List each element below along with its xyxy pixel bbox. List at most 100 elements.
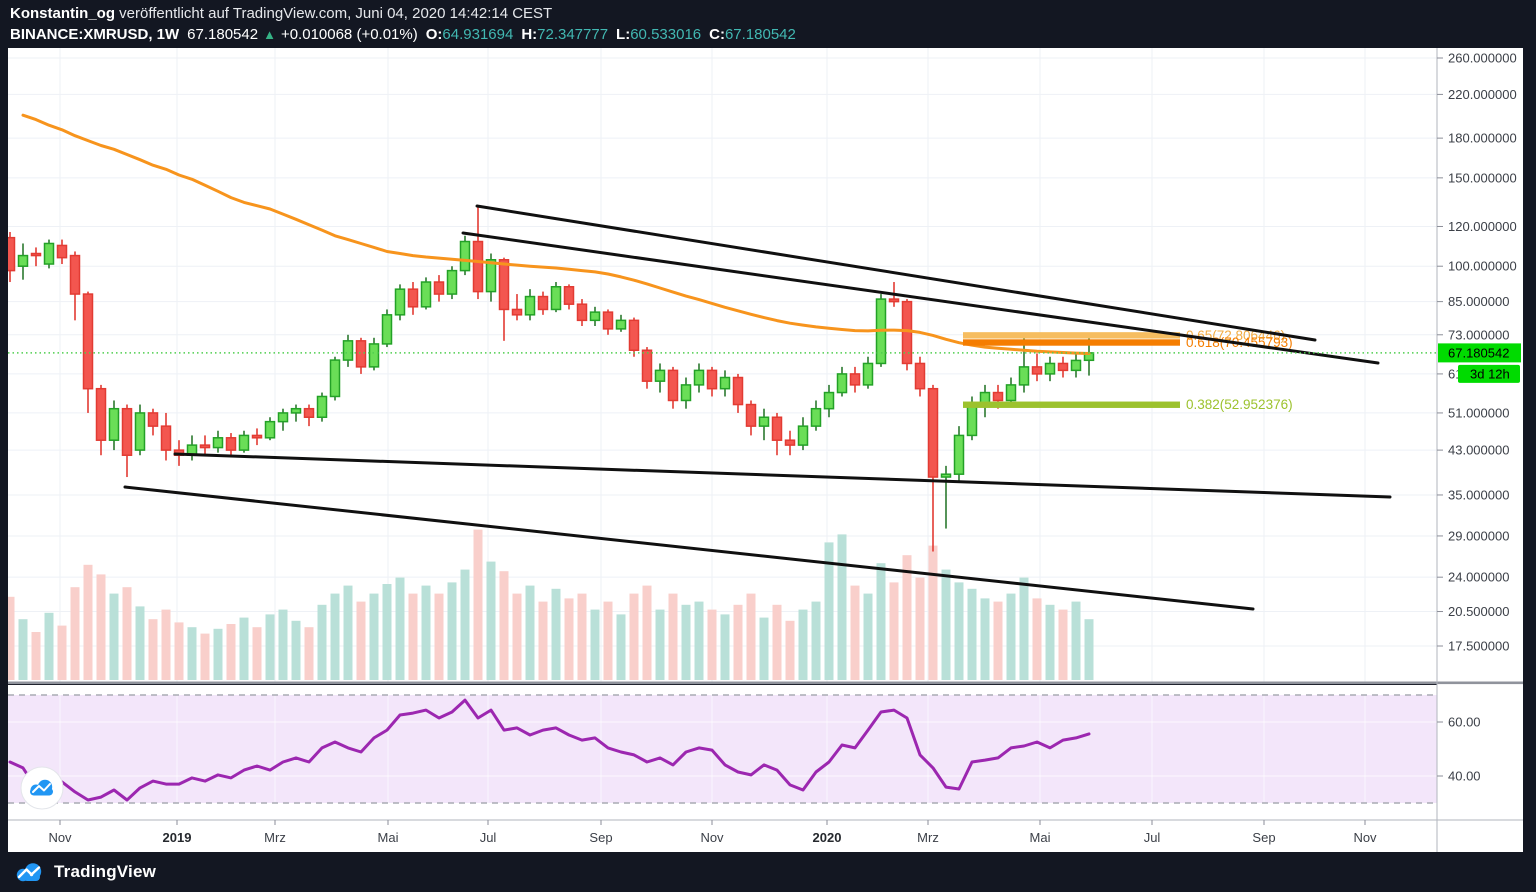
pane-separator[interactable] [8, 681, 1523, 685]
fib-band[interactable] [963, 339, 1180, 346]
fib-band[interactable] [963, 332, 1180, 339]
volume-bar [525, 585, 535, 680]
candle-up [368, 343, 380, 368]
volume-bar [902, 555, 912, 680]
time-axis-label: Sep [589, 830, 612, 845]
main-price-pane[interactable] [8, 48, 1437, 682]
candle-down [30, 252, 42, 257]
volume-bar [1071, 601, 1081, 680]
volume-bar [577, 593, 587, 680]
price-axis-pane[interactable] [1437, 48, 1523, 820]
candle-down [69, 254, 81, 295]
tradingview-brand[interactable]: TradingView [54, 862, 157, 881]
candle-down [95, 387, 107, 441]
candle-down [602, 311, 614, 330]
current-price-label-bg [1438, 343, 1521, 363]
time-axis-label: Mai [378, 830, 399, 845]
volume-bar [941, 569, 951, 680]
candle-up [238, 434, 250, 451]
time-axis-label: Jul [1144, 830, 1161, 845]
price-axis-label: 85.000000 [1448, 294, 1509, 309]
volume-bar [811, 601, 821, 680]
candle-down [498, 259, 510, 311]
candle-up [615, 319, 627, 330]
volume-bar [161, 609, 171, 680]
volume-bar [382, 584, 392, 680]
volume-bar [590, 609, 600, 680]
volume-bar [603, 601, 613, 680]
volume-bar [96, 574, 106, 680]
trendline[interactable] [123, 485, 1255, 611]
time-axis-label: 2020 [813, 830, 842, 845]
high-label: H: [521, 26, 538, 43]
candle-down [641, 349, 653, 382]
symbol-title[interactable]: BINANCE:XMRUSD, 1W [10, 26, 180, 43]
volume-bar [278, 609, 288, 680]
candle-up [290, 407, 302, 414]
volume-bar [746, 593, 756, 680]
candle-up [862, 362, 874, 386]
time-axis-label: Nov [1353, 830, 1377, 845]
time-axis-pane[interactable] [8, 820, 1523, 852]
candle-up [446, 269, 458, 295]
volume-bar [343, 585, 353, 680]
volume-bar [1032, 598, 1042, 680]
price-axis-label: 260.000000 [1448, 51, 1517, 66]
trendline[interactable] [475, 204, 1317, 342]
volume-bar [733, 604, 743, 680]
volume-bar [772, 604, 782, 680]
candle-up [264, 420, 276, 439]
volume-bar [720, 614, 730, 680]
candle-down [745, 403, 757, 427]
candle-down [563, 286, 575, 305]
candle-up [17, 254, 29, 267]
candle-up [940, 473, 952, 478]
time-axis-label: Mrz [264, 830, 286, 845]
candle-down [992, 391, 1004, 402]
candle-up [810, 407, 822, 427]
volume-bar [434, 593, 444, 680]
volume-bar [57, 625, 67, 680]
time-axis-label: Nov [48, 830, 72, 845]
candle-down [849, 373, 861, 386]
trendline[interactable] [173, 452, 1392, 499]
candle-up [212, 437, 224, 449]
candle-down [472, 240, 484, 293]
volume-bar [642, 585, 652, 680]
candle-up [1044, 362, 1056, 375]
candle-up [108, 407, 120, 441]
volume-bar [564, 598, 574, 680]
time-axis-label: Mai [1030, 830, 1051, 845]
price-axis-label: 17.500000 [1448, 639, 1509, 654]
volume-bar [655, 609, 665, 680]
volume-bar [876, 563, 886, 680]
price-axis-label: 150.000000 [1448, 170, 1517, 185]
tradingview-logo-icon[interactable] [14, 860, 46, 884]
volume-bar [187, 627, 197, 680]
candle-up [485, 259, 497, 293]
volume-bar [785, 620, 795, 680]
candle-up [836, 373, 848, 394]
price-axis-label: 51.000000 [1448, 405, 1509, 420]
volume-bar [265, 614, 275, 680]
volume-bar [681, 604, 691, 680]
author-name[interactable]: Konstantin_og [10, 5, 115, 22]
price-axis-label: 43.000000 [1448, 443, 1509, 458]
volume-bar [83, 564, 93, 680]
bar-countdown-badge: 3d 12h [1458, 364, 1520, 383]
volume-bar [226, 624, 236, 680]
volume-bar [148, 619, 158, 680]
volume-bar [356, 601, 366, 680]
trendline[interactable] [461, 231, 1380, 365]
candle-up [654, 369, 666, 382]
volume-bar [824, 542, 834, 680]
fib-band[interactable] [963, 401, 1180, 408]
price-axis-label: 73.000000 [1448, 327, 1509, 342]
volume-bar [538, 601, 548, 680]
volume-bar [421, 585, 431, 680]
candle-down [706, 369, 718, 390]
countdown-bg [1458, 364, 1520, 383]
price-change: +0.010068 (+0.01%) [280, 26, 418, 43]
candle-up [758, 416, 770, 427]
